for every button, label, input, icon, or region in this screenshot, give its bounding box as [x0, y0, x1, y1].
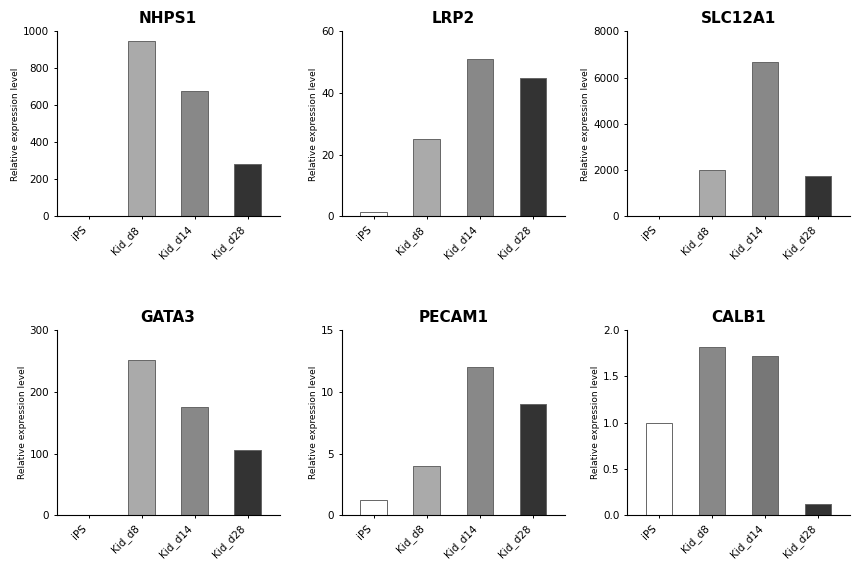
- Bar: [234, 451, 261, 515]
- Bar: [234, 164, 261, 216]
- Title: NHPS1: NHPS1: [139, 11, 197, 26]
- Title: CALB1: CALB1: [711, 310, 765, 325]
- Bar: [413, 139, 440, 216]
- Bar: [520, 404, 546, 515]
- Bar: [752, 62, 778, 216]
- Bar: [698, 347, 725, 515]
- Bar: [361, 500, 387, 515]
- Y-axis label: Relative expression level: Relative expression level: [309, 67, 319, 180]
- Bar: [805, 176, 832, 216]
- Bar: [752, 356, 778, 515]
- Title: LRP2: LRP2: [431, 11, 475, 26]
- Title: GATA3: GATA3: [140, 310, 195, 325]
- Bar: [182, 407, 208, 515]
- Bar: [467, 367, 493, 515]
- Title: SLC12A1: SLC12A1: [701, 11, 776, 26]
- Bar: [520, 78, 546, 216]
- Title: PECAM1: PECAM1: [418, 310, 488, 325]
- Bar: [361, 212, 387, 216]
- Bar: [698, 170, 725, 216]
- Bar: [467, 59, 493, 216]
- Bar: [805, 504, 832, 515]
- Bar: [413, 466, 440, 515]
- Y-axis label: Relative expression level: Relative expression level: [11, 67, 20, 180]
- Y-axis label: Relative expression level: Relative expression level: [591, 366, 600, 479]
- Y-axis label: Relative expression level: Relative expression level: [309, 366, 318, 479]
- Y-axis label: Relative expression level: Relative expression level: [581, 67, 591, 180]
- Bar: [128, 360, 155, 515]
- Y-axis label: Relative expression level: Relative expression level: [17, 366, 27, 479]
- Bar: [646, 423, 672, 515]
- Bar: [182, 91, 208, 216]
- Bar: [128, 41, 155, 216]
